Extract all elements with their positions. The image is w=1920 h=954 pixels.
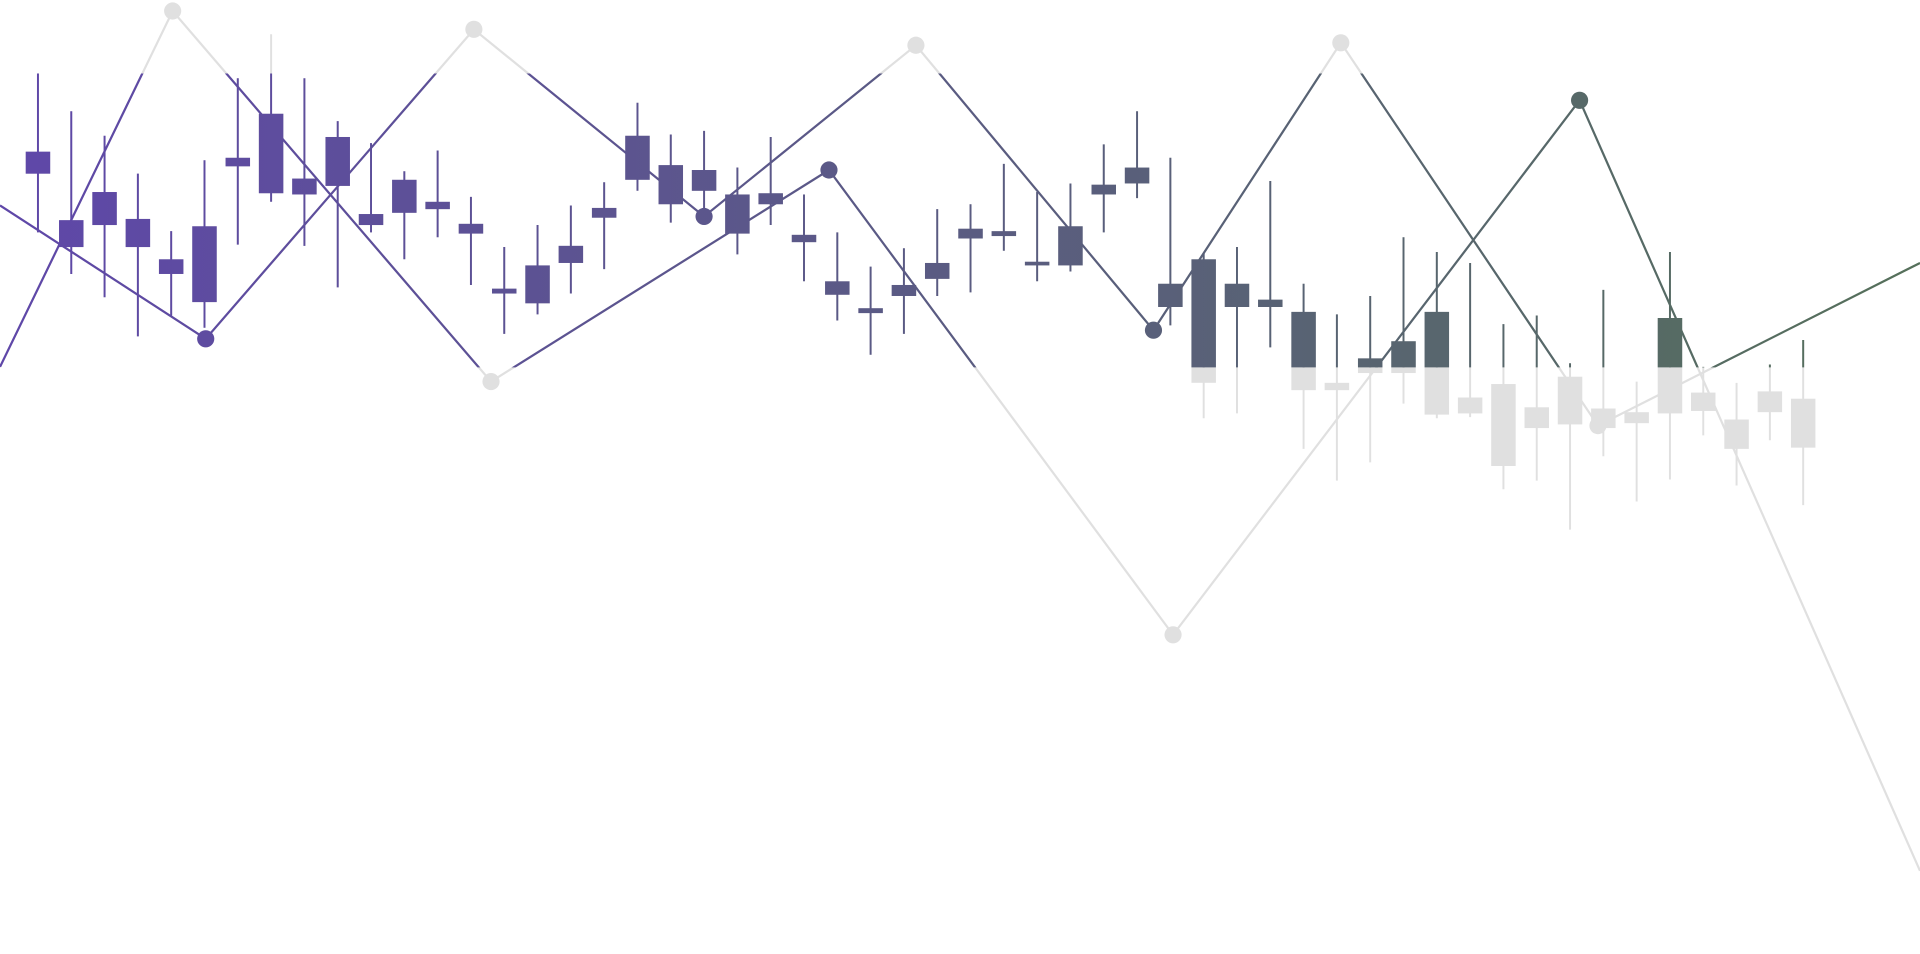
candle-body — [1757, 391, 1783, 413]
line-point — [1164, 626, 1182, 644]
line-point — [1589, 417, 1607, 435]
candle-body — [1058, 226, 1083, 266]
line-point — [907, 36, 925, 54]
candle-body — [358, 214, 384, 226]
candle-body — [1158, 283, 1183, 307]
candle-body — [125, 218, 151, 248]
line — [0, 73, 1920, 368]
candle-body — [392, 179, 417, 213]
candle-body — [425, 201, 450, 210]
candle-body — [25, 151, 51, 174]
muted-layer — [0, 2, 1920, 872]
candle-body — [1657, 318, 1683, 368]
candle-body — [325, 136, 350, 186]
candle-body — [691, 170, 717, 191]
candle-body — [1224, 283, 1250, 307]
candle-body — [791, 234, 817, 243]
line — [0, 27, 1920, 428]
line-point — [695, 207, 713, 226]
line-point — [164, 2, 182, 20]
candle-body — [1191, 259, 1216, 368]
candle-body — [758, 193, 783, 205]
candle-body — [1124, 167, 1150, 184]
candle-body — [1091, 184, 1116, 195]
line-point — [482, 373, 500, 391]
candle-body — [1258, 299, 1283, 307]
line-point — [1144, 321, 1163, 339]
candle-body — [158, 259, 184, 274]
candle-body — [1391, 341, 1416, 368]
candle-body — [1424, 311, 1450, 368]
candle-body — [192, 226, 217, 303]
line — [0, 73, 1699, 368]
line — [0, 9, 1920, 872]
candle-body — [858, 308, 883, 314]
candle-body — [492, 288, 517, 294]
candle-body — [1624, 412, 1649, 424]
candle-body — [591, 207, 617, 218]
candle-body — [1724, 419, 1749, 449]
line-point — [1571, 91, 1589, 109]
line-point — [1332, 34, 1350, 52]
candle-body — [1457, 397, 1483, 414]
candle-body — [658, 165, 684, 205]
candle-body — [59, 220, 84, 248]
candle-body — [625, 135, 650, 180]
candle-body — [1024, 261, 1050, 266]
candle-body — [558, 245, 584, 263]
candle-body — [1524, 407, 1549, 429]
candle-body — [1357, 358, 1383, 368]
candle-body — [1790, 398, 1816, 448]
candle-body — [958, 228, 983, 239]
candle-body — [924, 262, 950, 279]
candle-body — [1691, 392, 1716, 411]
candle-body — [225, 157, 251, 167]
candle-body — [1291, 311, 1316, 368]
candle-body — [525, 265, 550, 304]
candle-body — [991, 231, 1017, 237]
candle-body — [1324, 382, 1350, 391]
line-point — [820, 161, 838, 179]
line-point — [465, 20, 483, 38]
candle-body — [825, 281, 850, 295]
candle-body — [92, 192, 117, 226]
colored-layer — [0, 73, 1920, 368]
candle-body — [891, 284, 917, 296]
candle-body — [1491, 384, 1516, 466]
line-point — [197, 330, 215, 348]
candle-body — [458, 223, 484, 234]
candle-body — [292, 178, 317, 195]
